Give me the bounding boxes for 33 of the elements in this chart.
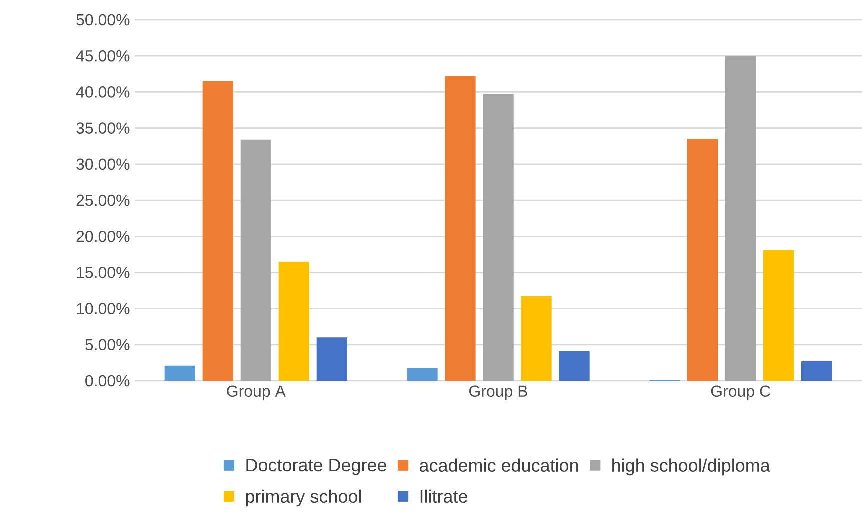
y-tick-label: 40.00% <box>76 86 130 98</box>
x-tick-label: Group B <box>470 386 528 400</box>
x-tick-label: Group C <box>711 386 770 400</box>
bar <box>764 250 794 382</box>
bar <box>407 368 438 382</box>
bar <box>278 262 310 382</box>
bar <box>688 139 718 382</box>
y-tick-label: 20.00% <box>76 230 130 242</box>
bar <box>521 296 552 382</box>
x-tick-label: Group A <box>227 386 286 400</box>
bar <box>726 56 756 382</box>
y-tick-label: 45.00% <box>76 50 130 62</box>
legend-label: academic education <box>420 458 578 472</box>
legend-label: high school/diploma <box>612 458 770 476</box>
y-tick-label: 25.00% <box>76 194 130 206</box>
y-tick-label: 50.00% <box>76 14 130 26</box>
y-tick-label: 0.00% <box>86 375 130 387</box>
y-tick-label: 15.00% <box>77 267 130 278</box>
bar <box>483 94 514 382</box>
legend-label: primary school <box>246 490 362 507</box>
bar <box>802 362 832 382</box>
bar <box>164 366 196 382</box>
bar <box>559 351 590 382</box>
y-tick-label: 30.00% <box>76 158 130 170</box>
y-tick-label: 5.00% <box>86 339 130 351</box>
legend-label: Doctorate Degree <box>246 459 386 476</box>
legend-label: Ilitrate <box>420 490 468 504</box>
bar <box>316 338 348 382</box>
bar <box>445 76 476 382</box>
bar <box>202 81 234 382</box>
bar <box>240 140 272 382</box>
y-tick-label: 10.00% <box>77 303 130 314</box>
y-tick-label: 35.00% <box>76 122 130 134</box>
